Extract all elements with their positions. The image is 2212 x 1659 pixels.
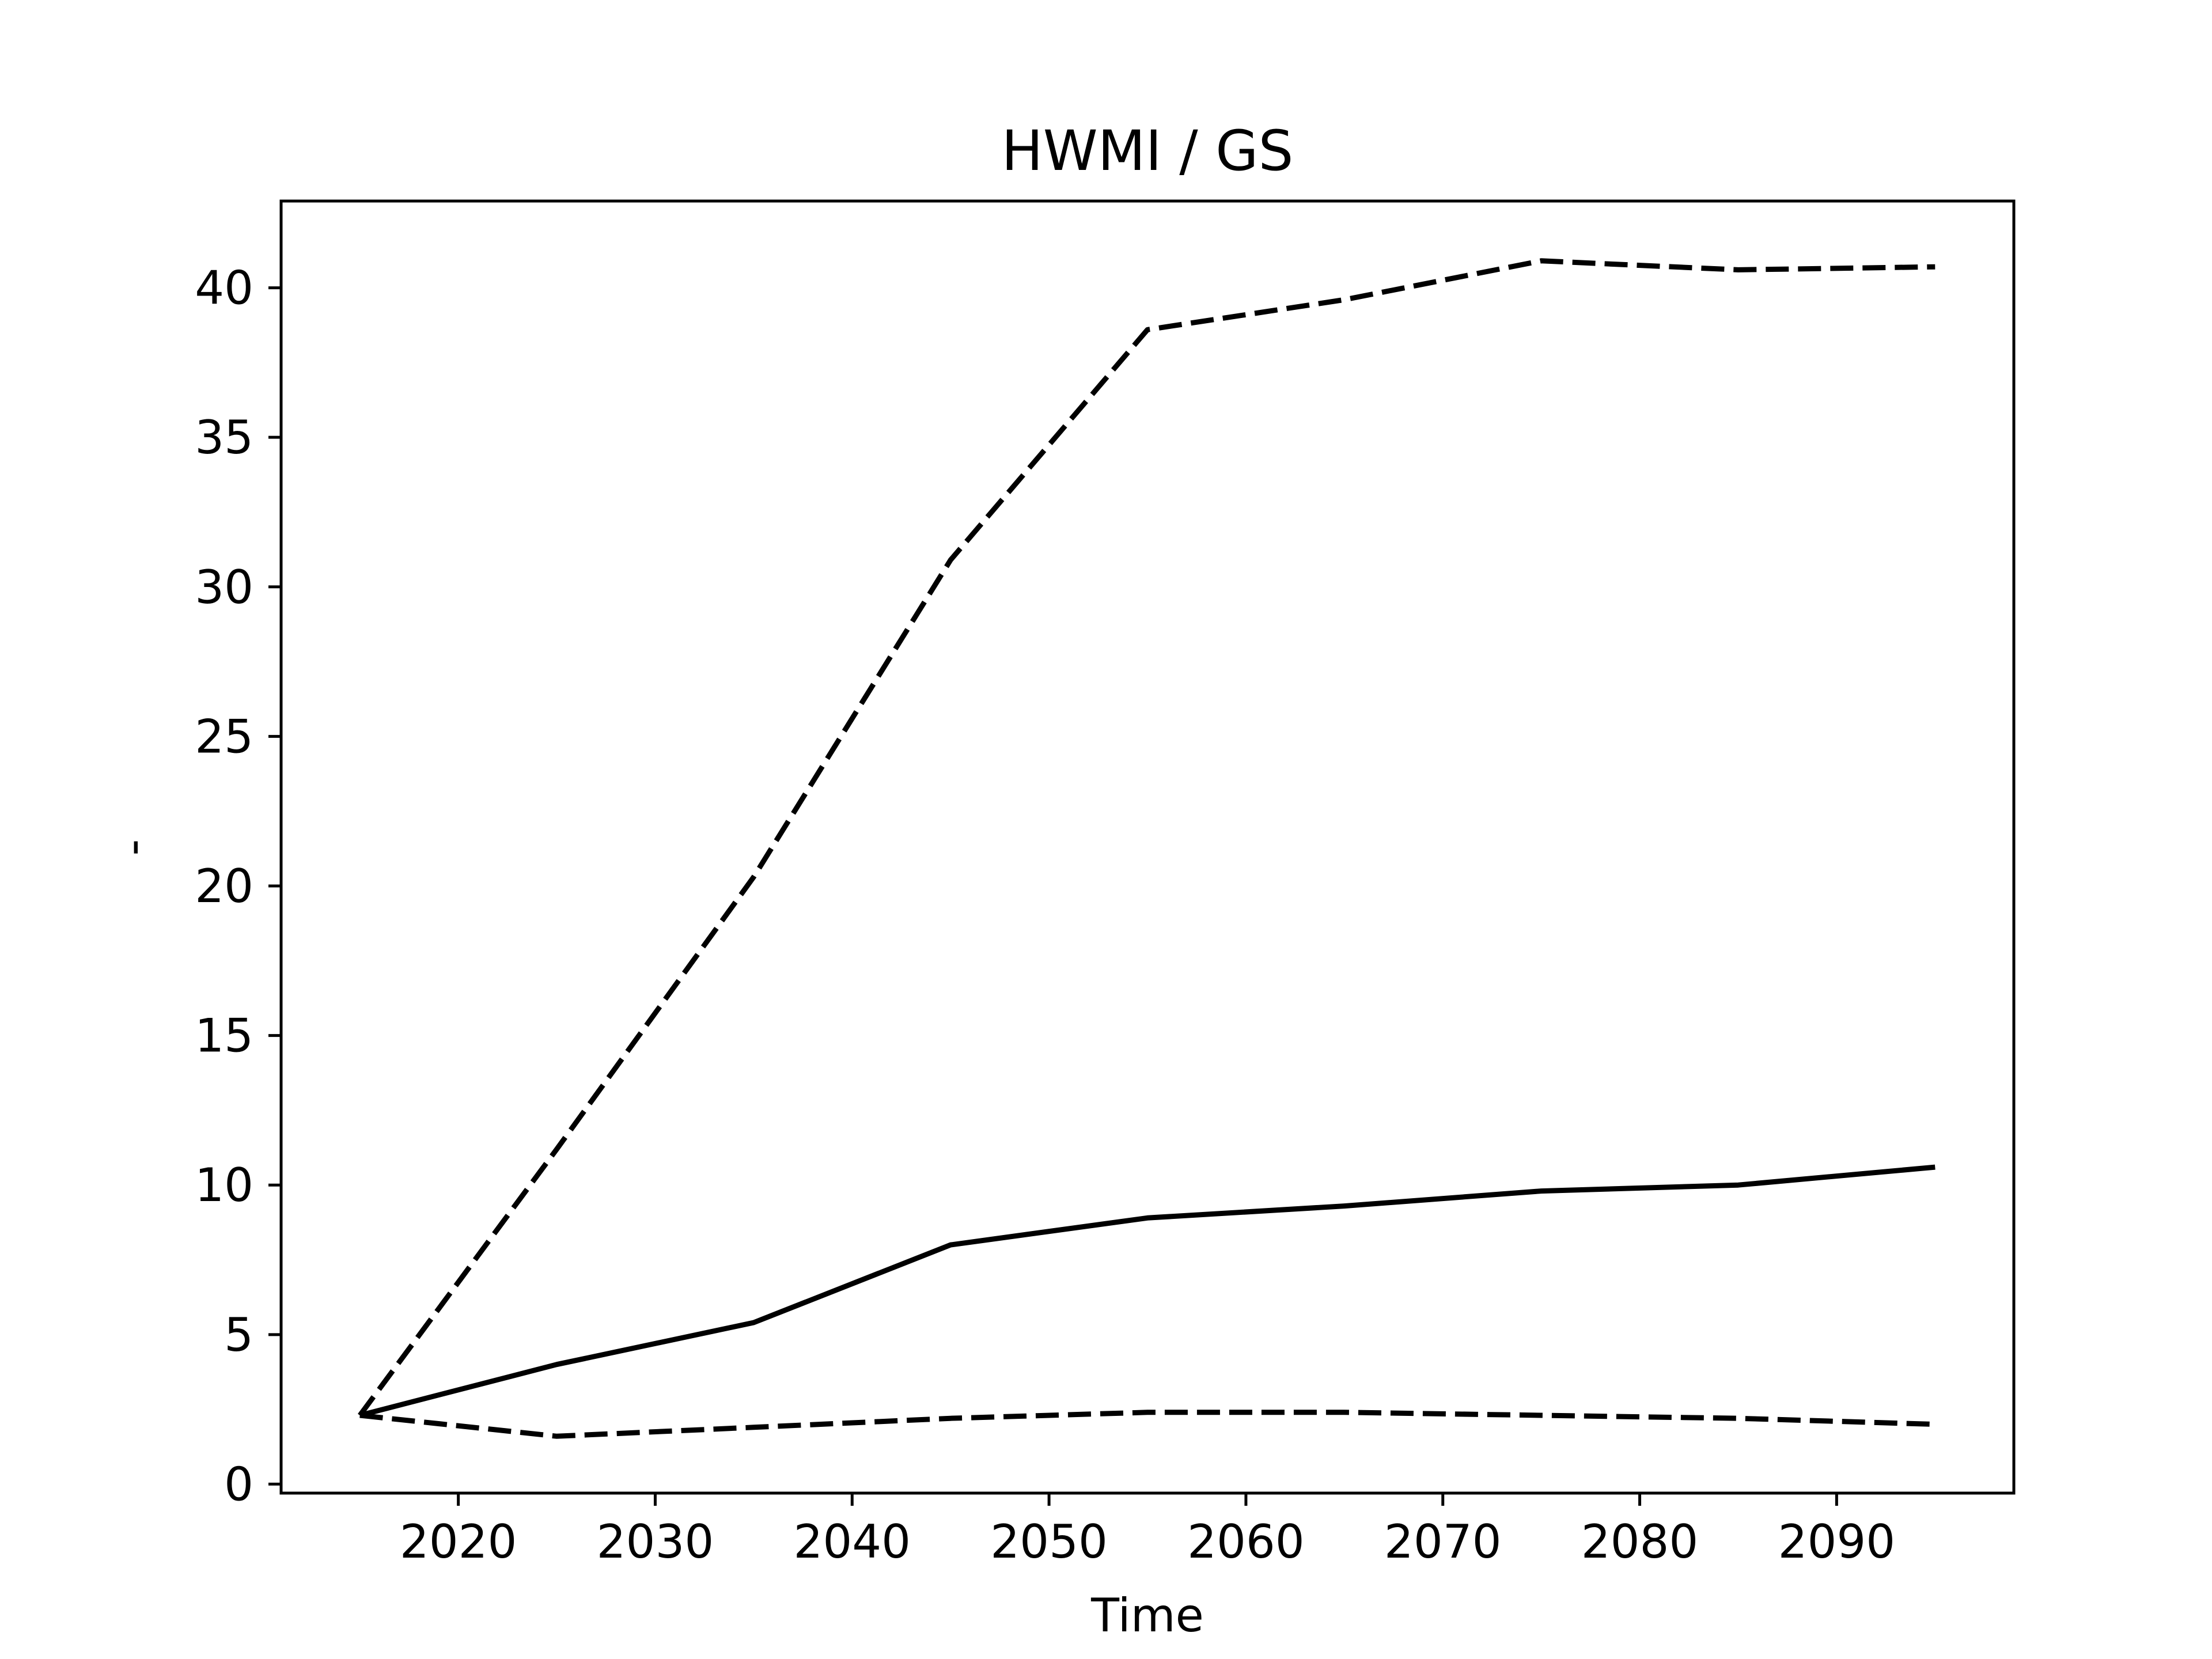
x-tick-label: 2040	[793, 1515, 911, 1569]
y-tick-label: 20	[195, 859, 253, 913]
y-tick-label: 10	[195, 1158, 253, 1212]
y-tick-label: 40	[195, 262, 253, 315]
plot-frame	[279, 199, 2016, 1495]
y-tick-label: 30	[195, 560, 253, 614]
series-layer	[358, 258, 1936, 1439]
series-line-1	[359, 1164, 1936, 1418]
x-axis-ticks: 2020 2030 2040 2050 2060 2070 2080 2090	[400, 1493, 1895, 1569]
x-tick-label: 2080	[1581, 1515, 1699, 1569]
x-tick-label: 2030	[597, 1515, 714, 1569]
x-tick-label: 2060	[1187, 1515, 1305, 1569]
x-tick-label: 2050	[990, 1515, 1108, 1569]
y-tick-label: 35	[195, 411, 253, 464]
x-tick-label: 2020	[400, 1515, 517, 1569]
y-tick-label: 15	[195, 1009, 253, 1063]
y-axis-label: -	[106, 839, 160, 856]
series-line-3	[359, 1410, 1936, 1439]
y-tick-label: 25	[195, 710, 253, 763]
x-tick-label: 2070	[1384, 1515, 1502, 1569]
series-line-2	[358, 258, 1936, 1417]
chart-title: HWMI / GS	[1002, 119, 1294, 183]
x-tick-label: 2090	[1778, 1515, 1896, 1569]
y-tick-label: 0	[224, 1457, 253, 1511]
y-axis-ticks: 0 5 10 15 20 25 30 35 40	[195, 262, 281, 1511]
x-axis-label: Time	[1090, 1589, 1204, 1642]
y-tick-label: 5	[224, 1308, 253, 1362]
